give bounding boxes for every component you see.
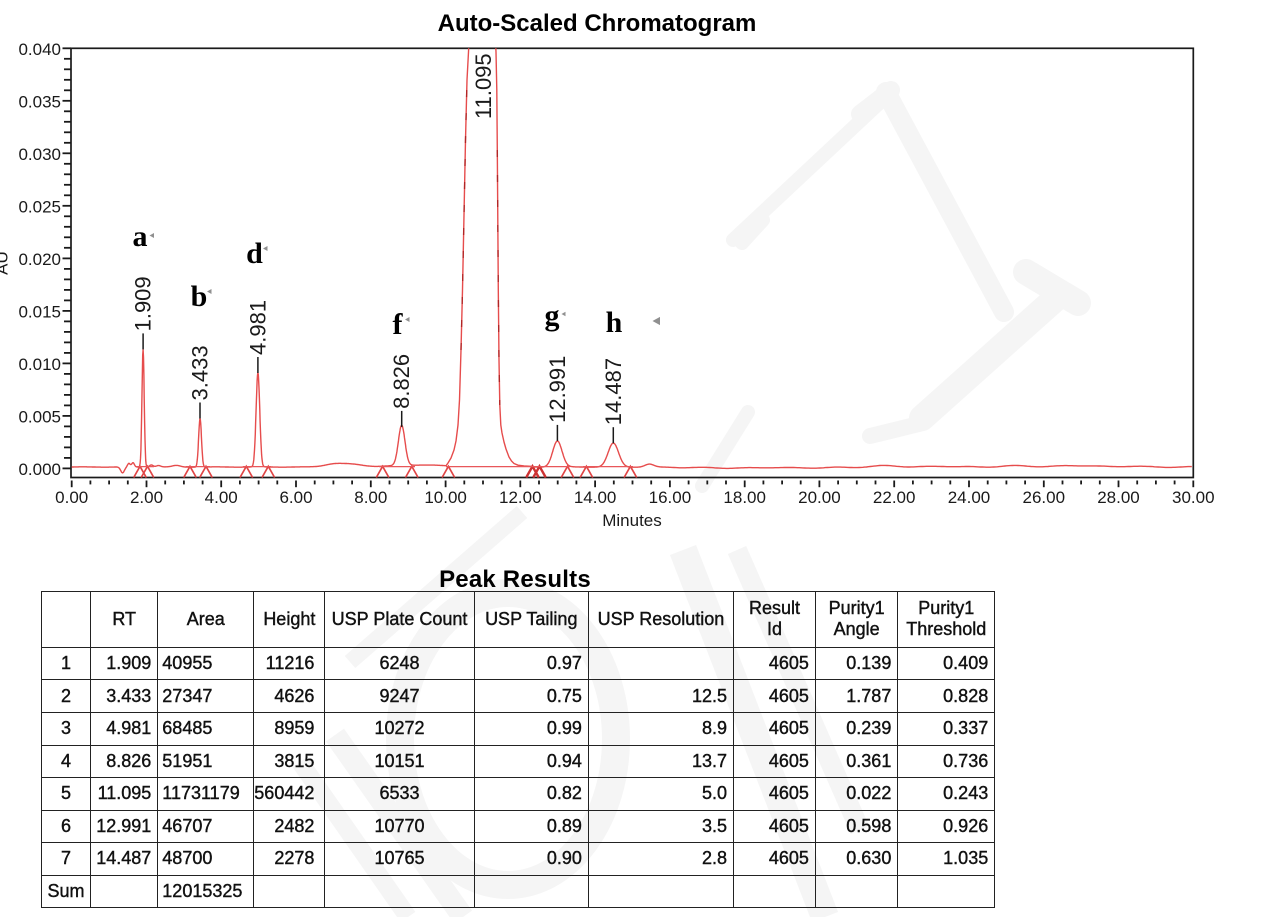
svg-text:28.00: 28.00 [1097,488,1140,507]
svg-text:h: h [606,306,623,339]
svg-text:26.00: 26.00 [1023,488,1066,507]
svg-text:24.00: 24.00 [948,488,991,507]
svg-text:20.00: 20.00 [798,488,841,507]
svg-text:0.040: 0.040 [18,40,61,59]
svg-text:12.991: 12.991 [545,356,570,423]
svg-text:18.00: 18.00 [723,488,766,507]
svg-text:8.00: 8.00 [354,488,387,507]
svg-text:0.025: 0.025 [18,197,61,216]
svg-text:a: a [133,220,148,253]
svg-text:0.030: 0.030 [18,145,61,164]
svg-text:4.981: 4.981 [245,300,270,355]
svg-text:14.00: 14.00 [574,488,617,507]
svg-text:2.00: 2.00 [130,488,163,507]
svg-text:0.010: 0.010 [18,355,61,374]
svg-text:12.00: 12.00 [499,488,542,507]
svg-text:22.00: 22.00 [873,488,916,507]
svg-text:g: g [545,299,560,332]
svg-text:1.909: 1.909 [131,276,156,331]
svg-text:8.826: 8.826 [389,354,414,409]
svg-text:6.00: 6.00 [279,488,312,507]
svg-text:0.015: 0.015 [18,302,61,321]
svg-text:f: f [393,308,404,341]
svg-text:3.433: 3.433 [188,345,213,400]
svg-text:0.035: 0.035 [18,92,61,111]
svg-text:14.487: 14.487 [601,358,626,425]
svg-text:Minutes: Minutes [602,511,662,530]
svg-text:11.095: 11.095 [471,53,496,119]
svg-text:b: b [191,280,208,313]
svg-text:0.000: 0.000 [18,460,61,479]
svg-text:AU: AU [0,251,12,275]
svg-text:30.00: 30.00 [1172,488,1215,507]
svg-text:4.00: 4.00 [205,488,238,507]
svg-text:d: d [246,237,263,270]
svg-text:0.020: 0.020 [18,250,61,269]
svg-text:0.00: 0.00 [55,488,88,507]
svg-text:0.005: 0.005 [18,407,61,426]
svg-text:16.00: 16.00 [649,488,692,507]
svg-text:Auto-Scaled Chromatogram: Auto-Scaled Chromatogram [438,10,757,37]
svg-text:10.00: 10.00 [424,488,467,507]
